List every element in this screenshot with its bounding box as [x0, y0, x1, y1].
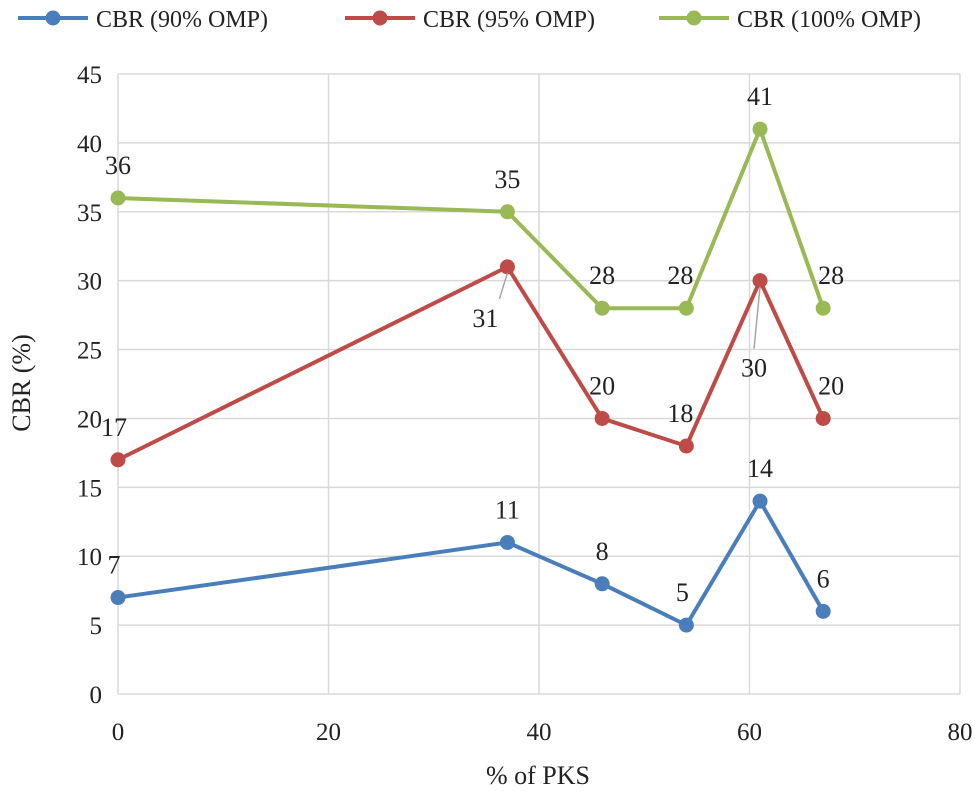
- y-tick-label-45: 45: [77, 62, 102, 89]
- legend-marker-1: [372, 10, 388, 26]
- data-label-s0-p1: 11: [495, 495, 520, 524]
- y-tick-label-10: 10: [77, 544, 102, 571]
- data-labels: 7 11 8 5 14 6 17 31 20 18 30 20 36 35 28 28 41 28: [101, 82, 844, 607]
- marker-s0-p1: [499, 534, 515, 550]
- data-label-s1-p5: 20: [818, 371, 844, 400]
- marker-s0-p2: [594, 576, 610, 592]
- marker-s2-p3: [678, 300, 694, 316]
- data-label-s1-p1: 31: [472, 304, 498, 333]
- y-tick-label-0: 0: [90, 682, 103, 709]
- data-label-s0-p2: 8: [596, 537, 609, 566]
- marker-s1-p3: [678, 438, 694, 454]
- marker-s0-p4: [752, 493, 768, 509]
- marker-s1-p0: [110, 452, 126, 468]
- y-tick-label-20: 20: [77, 406, 102, 433]
- marker-s1-p1: [499, 259, 515, 275]
- series-line-0: [117, 499, 825, 628]
- data-label-s1-p3: 18: [667, 399, 693, 428]
- y-axis-title: CBR (%): [7, 334, 36, 432]
- marker-s2-p4: [752, 121, 768, 137]
- data-label-s0-p4: 14: [747, 454, 773, 483]
- data-label-s0-p3: 5: [676, 578, 689, 607]
- marker-s1-p4: [752, 273, 768, 289]
- data-label-s1-p2: 20: [589, 371, 615, 400]
- legend-marker-0: [45, 10, 61, 26]
- marker-s0-p3: [678, 617, 694, 633]
- marker-s2-p1: [499, 204, 515, 220]
- y-tick-label-35: 35: [77, 200, 102, 227]
- data-label-s1-p0: 17: [101, 413, 127, 442]
- series-line-1: [117, 264, 825, 462]
- data-label-s2-p4: 41: [747, 82, 773, 111]
- data-label-s1-p4: 30: [741, 354, 767, 383]
- data-label-s2-p2: 28: [589, 261, 615, 290]
- y-tick-label-5: 5: [90, 613, 103, 640]
- marker-s1-p2: [594, 410, 610, 426]
- x-tick-label-40: 40: [527, 719, 552, 746]
- marker-s2-p5: [815, 300, 831, 316]
- legend-label-2: CBR (100% OMP): [737, 7, 921, 33]
- legend-label-1: CBR (95% OMP): [423, 7, 595, 33]
- marker-s1-p5: [815, 410, 831, 426]
- x-tick-label-60: 60: [737, 719, 762, 746]
- series: [110, 121, 831, 633]
- x-tick-label-20: 20: [316, 719, 341, 746]
- data-label-s2-p0: 36: [105, 151, 131, 180]
- marker-s0-p0: [110, 590, 126, 606]
- gridlines: [117, 73, 961, 695]
- y-tick-label-30: 30: [77, 269, 102, 296]
- data-label-s0-p5: 6: [817, 564, 830, 593]
- y-tick-label-15: 15: [77, 475, 102, 502]
- data-label-s0-p0: 7: [108, 551, 121, 580]
- marker-s2-p2: [594, 300, 610, 316]
- legend-marker-2: [686, 10, 702, 26]
- data-label-s2-p5: 28: [818, 261, 844, 290]
- data-label-s2-p1: 35: [494, 165, 520, 194]
- legend-label-0: CBR (90% OMP): [96, 7, 268, 33]
- legend: CBR (90% OMP) CBR (95% OMP) CBR (100% OMP): [18, 7, 921, 33]
- series-line-2: [117, 127, 826, 311]
- y-tick-label-40: 40: [77, 131, 102, 158]
- x-tick-label-0: 0: [112, 719, 125, 746]
- marker-s2-p0: [110, 190, 126, 206]
- leader-line-s1-p4: [753, 286, 761, 349]
- axes: 0 5 10 15 20 25 30 35 40 45 0 20 40 60 80: [77, 62, 973, 746]
- data-label-s2-p3: 28: [667, 261, 693, 290]
- x-tick-label-80: 80: [948, 719, 973, 746]
- x-axis-title: % of PKS: [486, 761, 590, 790]
- marker-s0-p5: [815, 603, 831, 619]
- y-tick-label-25: 25: [77, 338, 102, 365]
- leader-line-s1-p1: [498, 272, 509, 300]
